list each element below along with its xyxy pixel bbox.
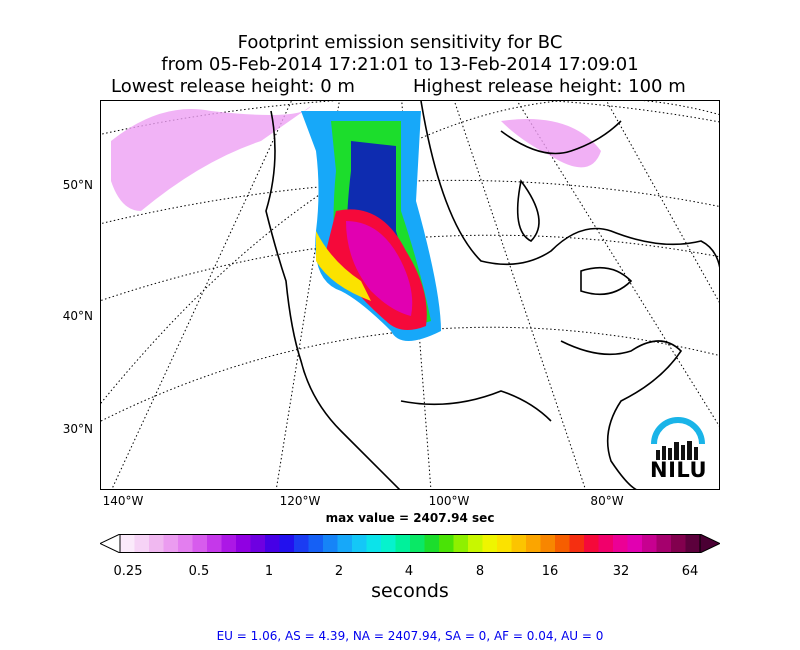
- colorbar-cell: [178, 534, 193, 553]
- footprint-map: [100, 100, 720, 490]
- colorbar-cell: [598, 534, 614, 553]
- colorbar-cell: [482, 534, 498, 553]
- colorbar-cell: [250, 534, 266, 553]
- colorbar-cell: [221, 534, 237, 553]
- colorbar-cell: [236, 534, 251, 553]
- colorbar-cell: [526, 534, 541, 553]
- colorbar-tick: 4: [404, 564, 414, 579]
- colorbar-cell: [453, 534, 469, 553]
- colorbar-tick: 0.25: [113, 564, 143, 579]
- colorbar-cell: [149, 534, 164, 553]
- colorbar-tick: 16: [541, 564, 559, 579]
- emission-plume: [111, 106, 601, 341]
- nilu-logo-text: NILU: [650, 458, 708, 482]
- colorbar-tick: 32: [612, 564, 630, 579]
- plot-date-range: from 05-Feb-2014 17:21:01 to 13-Feb-2014…: [161, 54, 639, 75]
- colorbar-cell: [656, 534, 672, 553]
- colorbar-cell: [308, 534, 324, 553]
- colorbar-cell: [279, 534, 295, 553]
- max-value-label: max value = 2407.94 sec: [325, 511, 495, 525]
- lat-label: 50°N: [62, 178, 93, 192]
- colorbar-cell: [352, 534, 367, 553]
- colorbar-cell: [337, 534, 353, 553]
- colorbar-tick: 2: [334, 564, 344, 579]
- colorbar-cell: [671, 534, 686, 553]
- region-stats: EU = 1.06, AS = 4.39, NA = 2407.94, SA =…: [216, 629, 604, 643]
- map-canvas: [101, 101, 719, 489]
- highest-release-height: Highest release height: 100 m: [413, 76, 686, 97]
- lat-label: 30°N: [62, 422, 93, 436]
- colorbar-cell: [323, 534, 338, 553]
- colorbar-tick: 0.5: [188, 564, 210, 579]
- colorbar-cell: [294, 534, 309, 553]
- colorbar-tick: 64: [681, 564, 699, 579]
- lowest-release-height: Lowest release height: 0 m: [111, 76, 355, 97]
- colorbar-cell: [627, 534, 643, 553]
- colorbar-cell: [410, 534, 425, 553]
- colorbar-border: [119, 534, 701, 553]
- colorbar-cell: [120, 534, 135, 553]
- colorbar-min-extend: [100, 534, 121, 553]
- colorbar-cell: [540, 534, 556, 553]
- lon-label: 80°W: [590, 494, 624, 508]
- colorbar-cell: [439, 534, 454, 553]
- colorbar-tick: 8: [475, 564, 485, 579]
- colorbar-cell: [265, 534, 280, 553]
- colorbar-cell: [685, 534, 701, 553]
- colorbar-cell: [395, 534, 411, 553]
- colorbar-cell: [555, 534, 570, 553]
- nilu-logo-icon: [651, 417, 705, 460]
- colorbar-cell: [424, 534, 440, 553]
- colorbar-cell: [511, 534, 527, 553]
- coastlines: [265, 101, 719, 489]
- colorbar-cell: [569, 534, 585, 553]
- colorbar-tick: 1: [264, 564, 274, 579]
- colorbar-cell: [613, 534, 628, 553]
- colorbar-cell: [192, 534, 208, 553]
- colorbar-cell: [642, 534, 657, 553]
- colorbar: [100, 534, 720, 553]
- colorbar-cell: [207, 534, 222, 553]
- colorbar-cell: [584, 534, 599, 553]
- colorbar-cell: [134, 534, 150, 553]
- lon-label: 100°W: [428, 494, 470, 508]
- colorbar-unit-label: seconds: [371, 580, 449, 602]
- colorbar-cell: [497, 534, 512, 553]
- colorbar-cell: [468, 534, 483, 553]
- colorbar-cell: [366, 534, 382, 553]
- lon-label: 140°W: [102, 494, 144, 508]
- colorbar-cells: [120, 534, 701, 553]
- lat-label: 40°N: [62, 309, 93, 323]
- colorbar-cell: [163, 534, 179, 553]
- colorbar-max-extend: [699, 534, 720, 553]
- lon-label: 120°W: [279, 494, 321, 508]
- colorbar-cell: [381, 534, 396, 553]
- plot-title: Footprint emission sensitivity for BC: [237, 32, 563, 53]
